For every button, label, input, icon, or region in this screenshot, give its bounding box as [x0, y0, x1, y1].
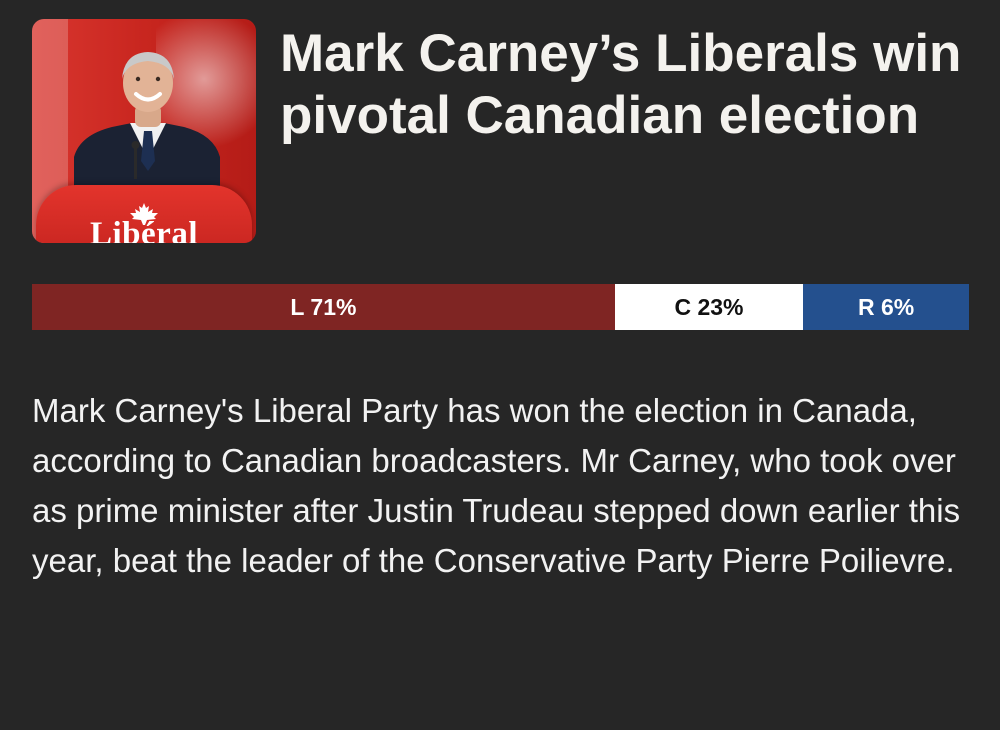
- article-thumbnail[interactable]: Libéral: [32, 19, 256, 243]
- article-summary: Mark Carney's Liberal Party has won the …: [32, 392, 961, 579]
- result-label-reform: R 6%: [857, 293, 915, 320]
- result-segment-conservative: C 23%: [614, 284, 804, 330]
- election-results-bar: L 71% C 23% R 6%: [32, 284, 969, 330]
- result-segment-reform: R 6%: [803, 284, 969, 330]
- maple-leaf-icon: [130, 203, 158, 225]
- result-label-liberal: L 71%: [290, 293, 357, 320]
- podium-logo-text: Libéral: [90, 216, 198, 243]
- result-segment-liberal: L 71%: [32, 284, 615, 330]
- speaker-photo: [74, 52, 220, 189]
- headline[interactable]: Mark Carney’s Liberals win pivotal Canad…: [280, 24, 962, 145]
- result-label-conservative: C 23%: [674, 293, 744, 320]
